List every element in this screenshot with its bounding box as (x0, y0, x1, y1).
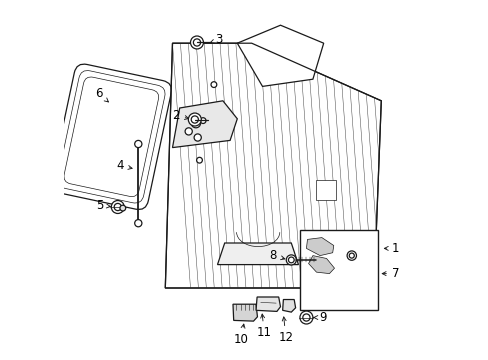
Circle shape (193, 39, 200, 46)
Circle shape (114, 203, 121, 211)
Circle shape (288, 257, 294, 263)
Text: 7: 7 (382, 267, 399, 280)
Circle shape (111, 201, 124, 213)
Text: 2: 2 (172, 109, 188, 122)
Text: 3: 3 (209, 33, 223, 46)
Text: 5: 5 (96, 199, 110, 212)
Text: 9: 9 (313, 311, 326, 324)
Polygon shape (282, 300, 295, 312)
Text: 1: 1 (384, 242, 399, 255)
Circle shape (134, 140, 142, 148)
Circle shape (302, 314, 309, 321)
Polygon shape (165, 43, 381, 288)
Circle shape (348, 253, 354, 258)
FancyBboxPatch shape (64, 77, 158, 197)
Circle shape (188, 113, 201, 126)
Circle shape (191, 118, 200, 128)
Circle shape (190, 36, 203, 49)
Text: 4: 4 (116, 159, 132, 172)
Text: 11: 11 (256, 314, 271, 339)
Polygon shape (172, 101, 237, 148)
Circle shape (134, 220, 142, 227)
Circle shape (285, 255, 296, 265)
Text: 8: 8 (269, 249, 284, 262)
Circle shape (200, 118, 205, 123)
Bar (316, 180, 336, 200)
Polygon shape (232, 304, 257, 321)
Circle shape (185, 128, 192, 135)
Circle shape (120, 205, 125, 211)
Circle shape (211, 82, 216, 87)
Circle shape (194, 134, 201, 141)
Polygon shape (306, 238, 333, 256)
Circle shape (346, 251, 356, 260)
Circle shape (196, 157, 202, 163)
Circle shape (299, 311, 312, 324)
FancyBboxPatch shape (51, 64, 171, 210)
Text: 12: 12 (278, 317, 293, 344)
Polygon shape (237, 25, 323, 86)
Polygon shape (217, 243, 298, 265)
Text: 6: 6 (95, 87, 108, 102)
Polygon shape (256, 297, 280, 311)
Bar (300, 230, 377, 310)
Circle shape (191, 116, 198, 123)
Polygon shape (308, 256, 334, 274)
Text: 10: 10 (233, 324, 248, 346)
FancyBboxPatch shape (58, 71, 165, 203)
